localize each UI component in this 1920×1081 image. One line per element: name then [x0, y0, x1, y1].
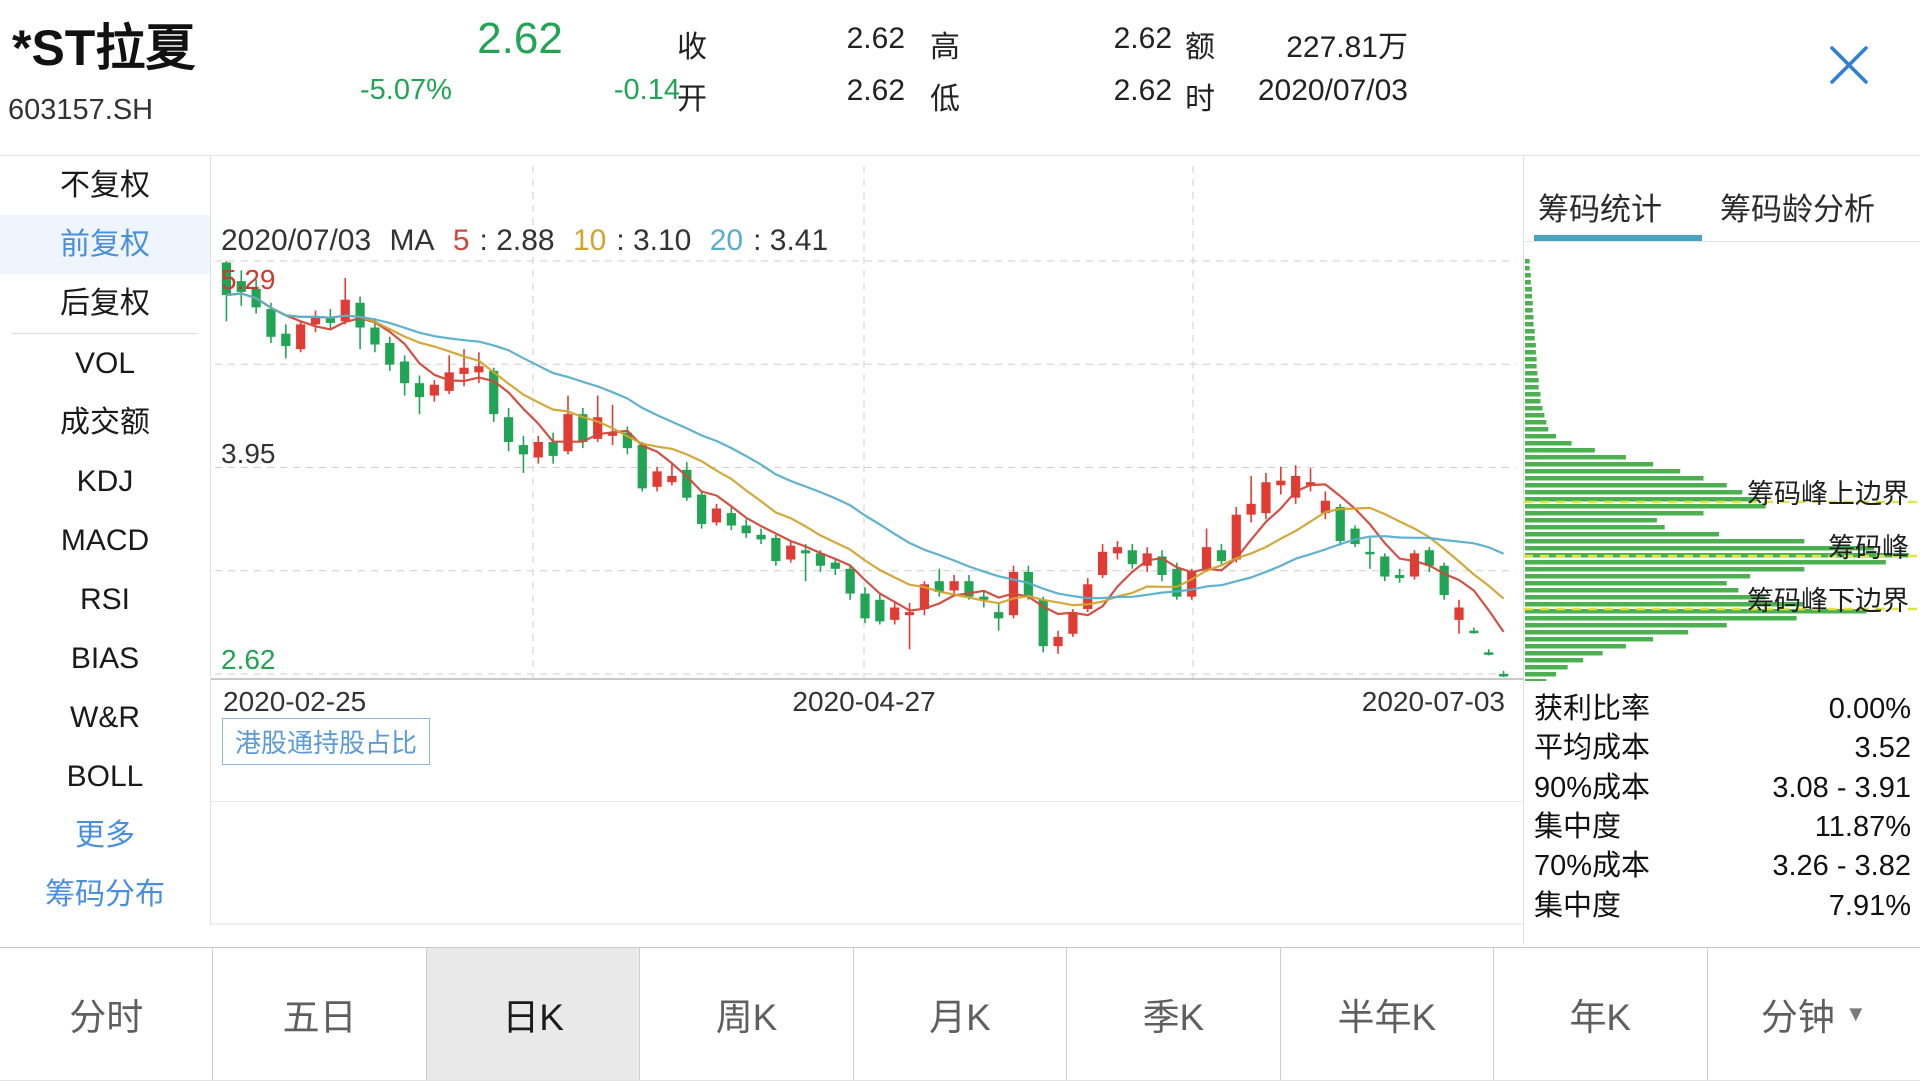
- stat-value: 7.91%: [1828, 890, 1911, 922]
- hk-connect-holdings-button[interactable]: 港股通持股占比: [222, 718, 431, 765]
- sidebar-item-kdj[interactable]: KDJ: [76, 465, 134, 498]
- stat-value: 3.52: [1854, 732, 1911, 764]
- x-label-end: 2020-07-03: [1361, 686, 1505, 717]
- change-percent: -5.07%: [360, 74, 452, 106]
- chart-subpanel-divider: [211, 801, 1524, 802]
- chip-panel: 筹码统计 筹码龄分析 筹码峰上边界 筹码峰 筹码峰下边界 获利比率 0.00% …: [1523, 156, 1920, 945]
- y-axis-label-mid: 3.95: [221, 438, 276, 469]
- header-stats-col3: 额 227.81万 时 2020/07/03: [1185, 0, 1408, 155]
- stat-value: 3.08 - 3.91: [1772, 772, 1911, 804]
- chip-peak-lower-label: 筹码峰下边界: [1747, 586, 1909, 616]
- y-axis-label-high: 5.29: [221, 264, 276, 295]
- header-stats-col1: 收 2.62 开 2.62: [677, 0, 905, 155]
- current-price: 2.62: [477, 14, 563, 63]
- stat-90-cost: 90%成本 3.08 - 3.91: [1524, 769, 1920, 807]
- tab-monthly-k[interactable]: 月K: [853, 948, 1068, 1080]
- stat-label-open: 开: [677, 83, 707, 116]
- active-tab-underline: [1534, 235, 1702, 242]
- stat-70-cost: 70%成本 3.26 - 3.82: [1524, 847, 1920, 885]
- stat-average-cost: 平均成本 3.52: [1524, 729, 1920, 767]
- y-axis-label-low: 2.62: [221, 644, 276, 675]
- stat-label-close: 收: [677, 31, 707, 64]
- sidebar-item-vol[interactable]: VOL: [74, 347, 136, 380]
- chip-histogram: [1524, 259, 1920, 681]
- stat-label-high: 高: [930, 31, 960, 64]
- header: *ST拉夏 603157.SH 2.62 -5.07% -0.14 收 2.62…: [0, 0, 1920, 156]
- sidebar: 不复权 前复权 后复权 VOL 成交额 KDJ MACD RSI BIAS W&…: [0, 156, 210, 945]
- tab-minute-line[interactable]: 分时: [0, 948, 214, 1080]
- stat-label: 获利比率: [1534, 693, 1651, 725]
- tab-weekly-k[interactable]: 周K: [640, 948, 854, 1080]
- chip-peak-upper-label: 筹码峰上边界: [1747, 479, 1909, 509]
- info-ma10-value: : 3.10: [616, 224, 692, 257]
- info-ma5-value: : 2.88: [479, 224, 555, 257]
- info-date: 2020/07/03: [221, 224, 372, 257]
- stat-label-amount: 额: [1185, 31, 1215, 64]
- stat-label-low: 低: [930, 83, 960, 116]
- sidebar-item-backward-adjust[interactable]: 后复权: [60, 287, 150, 320]
- sidebar-item-more[interactable]: 更多: [75, 819, 135, 852]
- tab-chip-age-analysis[interactable]: 筹码龄分析: [1720, 192, 1875, 227]
- sidebar-item-turnover[interactable]: 成交额: [60, 406, 150, 439]
- sidebar-item-forward-adjust[interactable]: 前复权: [0, 215, 210, 274]
- change-value: -0.14: [613, 74, 680, 106]
- sidebar-item-bias[interactable]: BIAS: [70, 642, 140, 675]
- stat-label: 90%成本: [1534, 772, 1651, 804]
- tab-divider: [1524, 241, 1920, 242]
- period-tab-bar: 分时 五日 日K 周K 月K 季K 半年K 年K 分钟 ▼: [0, 947, 1920, 1081]
- stat-value-high: 2.62: [1113, 22, 1172, 55]
- sidebar-item-wr[interactable]: W&R: [70, 701, 140, 734]
- sidebar-divider: [12, 333, 198, 334]
- info-ma10-label: 10: [572, 224, 607, 257]
- stat-profit-ratio: 获利比率 0.00%: [1524, 690, 1920, 728]
- price-change-row: -5.07% -0.14: [360, 74, 680, 107]
- close-icon[interactable]: [1824, 40, 1874, 90]
- info-ma20-value: : 3.41: [753, 224, 829, 257]
- header-stats-col2: 高 2.62 低 2.62: [930, 0, 1172, 155]
- tab-half-year-k[interactable]: 半年K: [1280, 948, 1495, 1080]
- chevron-down-icon: ▼: [1844, 1001, 1867, 1026]
- sidebar-item-chip-distribution[interactable]: 筹码分布: [45, 878, 165, 911]
- kline-chart[interactable]: 2020/07/03 MA 5: 2.88 10: 3.10 20: 3.41 …: [210, 156, 1524, 925]
- x-label-mid: 2020-04-27: [792, 686, 936, 717]
- sidebar-item-no-adjust[interactable]: 不复权: [60, 169, 150, 202]
- stat-label: 平均成本: [1534, 732, 1651, 764]
- info-ma5-label: 5: [452, 224, 470, 257]
- stat-90-concentration: 集中度 11.87%: [1524, 808, 1920, 846]
- stock-code: 603157.SH: [8, 94, 154, 126]
- stat-value-low: 2.62: [1113, 74, 1172, 107]
- tab-minutes-dropdown[interactable]: 分钟 ▼: [1707, 948, 1920, 1080]
- chart-info-line: 2020/07/03 MA 5 : 2.88 10 : 3.10 20 : 3.41: [221, 224, 838, 258]
- stat-value-time: 2020/07/03: [1257, 74, 1408, 107]
- info-ma-title: MA: [389, 224, 435, 257]
- kline-canvas[interactable]: [211, 156, 1524, 925]
- stat-label-time: 时: [1185, 83, 1215, 116]
- stat-label: 70%成本: [1534, 850, 1651, 882]
- stat-label: 集中度: [1534, 811, 1622, 843]
- x-label-start: 2020-02-25: [223, 686, 367, 717]
- stat-70-concentration: 集中度 7.91%: [1524, 887, 1920, 925]
- info-ma20-label: 20: [709, 224, 744, 257]
- stat-value: 0.00%: [1828, 693, 1911, 725]
- sidebar-item-macd[interactable]: MACD: [60, 524, 150, 557]
- chip-peak-label: 筹码峰: [1828, 533, 1909, 563]
- stat-value: 3.26 - 3.82: [1772, 850, 1911, 882]
- stat-value-close: 2.62: [846, 22, 905, 55]
- stat-value: 11.87%: [1814, 811, 1911, 843]
- stat-value-amount: 227.81万: [1286, 31, 1408, 64]
- tab-chip-statistics[interactable]: 筹码统计: [1538, 192, 1662, 227]
- tab-daily-k[interactable]: 日K: [426, 948, 641, 1080]
- tab-yearly-k[interactable]: 年K: [1494, 948, 1708, 1080]
- sidebar-item-boll[interactable]: BOLL: [66, 760, 144, 793]
- tab-five-day[interactable]: 五日: [213, 948, 427, 1080]
- stat-value-open: 2.62: [846, 74, 905, 107]
- stat-label: 集中度: [1534, 890, 1622, 922]
- stock-name: *ST拉夏: [12, 20, 196, 76]
- sidebar-item-rsi[interactable]: RSI: [79, 583, 130, 616]
- tab-quarterly-k[interactable]: 季K: [1067, 948, 1281, 1080]
